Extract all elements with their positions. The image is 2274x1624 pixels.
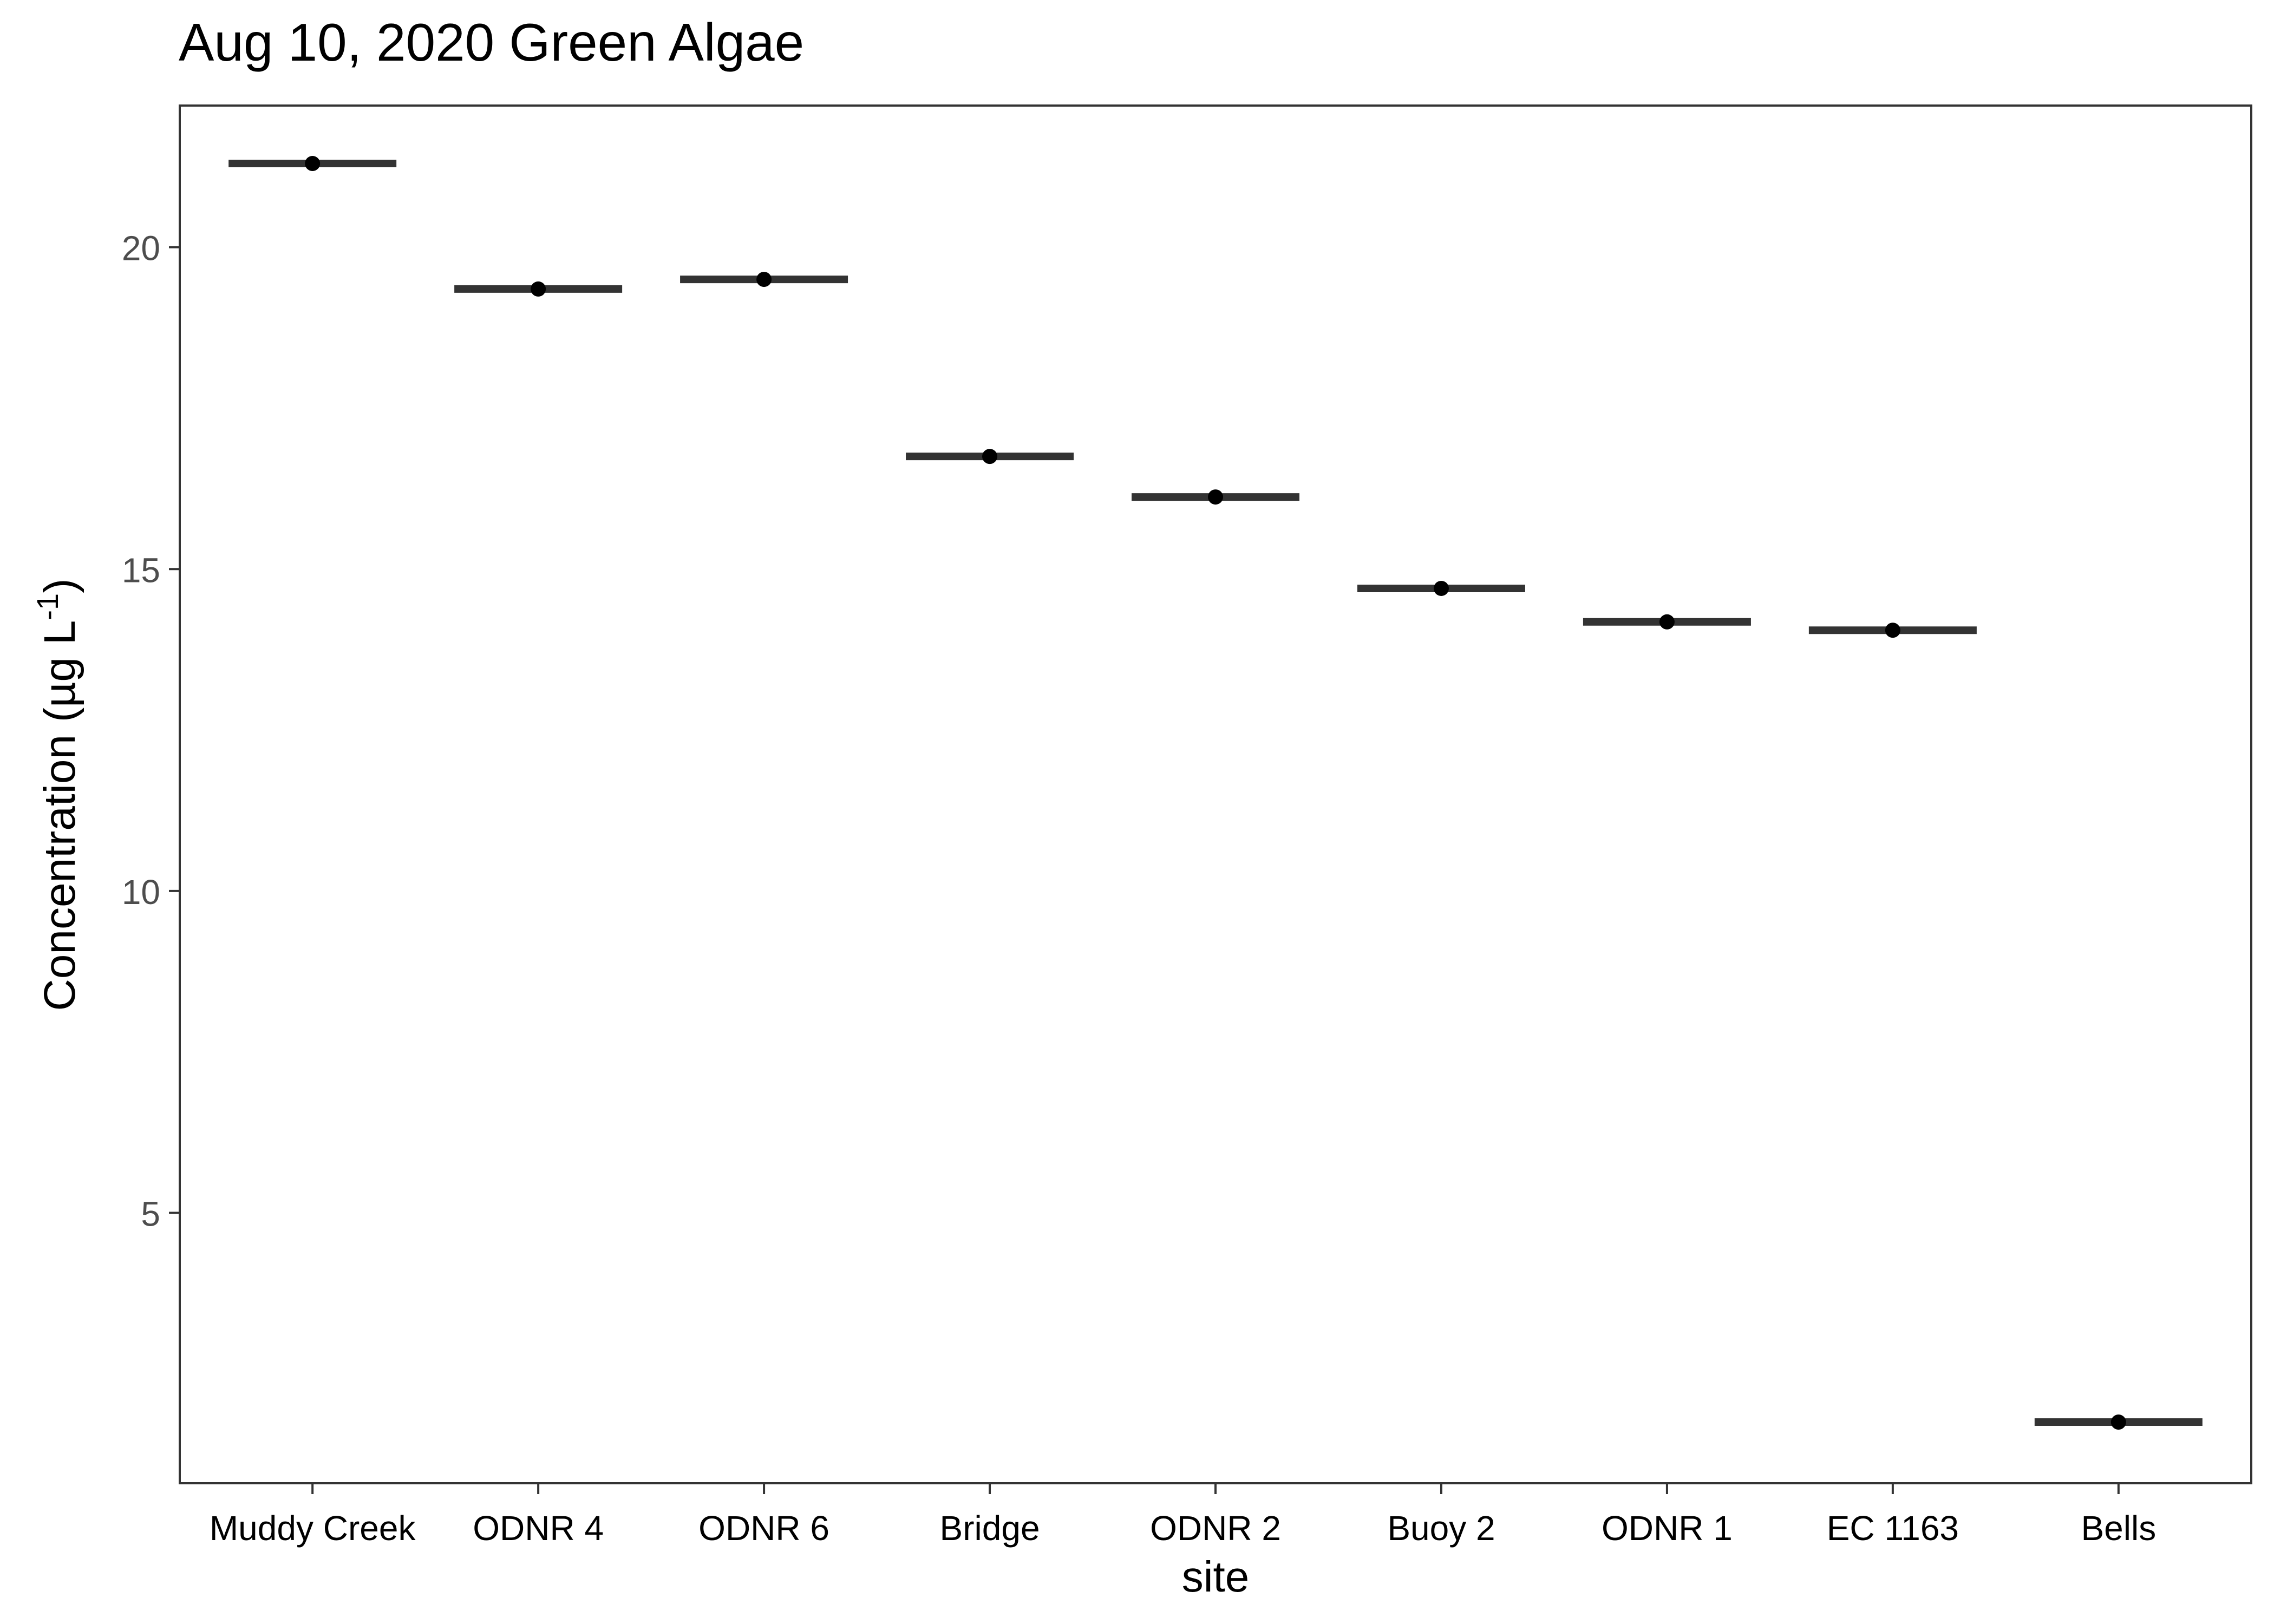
data-point bbox=[756, 272, 772, 287]
x-tick-label: Bells bbox=[2081, 1509, 2156, 1548]
data-point bbox=[1433, 580, 1449, 596]
y-tick-label: 10 bbox=[122, 873, 160, 912]
chart-title: Aug 10, 2020 Green Algae bbox=[179, 12, 804, 72]
y-axis-title-superscript: -1 bbox=[30, 593, 64, 620]
y-tick-label: 20 bbox=[122, 229, 160, 268]
plot-panel bbox=[179, 104, 2252, 1484]
data-point bbox=[982, 449, 998, 464]
x-tick-label: ODNR 4 bbox=[473, 1509, 604, 1548]
data-point bbox=[1208, 489, 1223, 505]
data-point bbox=[305, 156, 321, 172]
y-axis-title-close: ) bbox=[35, 579, 84, 593]
x-tick-label: ODNR 1 bbox=[1602, 1509, 1733, 1548]
x-axis: Muddy Creek ODNR 4 ODNR 6 Bridge ODNR 2 Buoy … bbox=[210, 1483, 2156, 1548]
x-tick-label: Muddy Creek bbox=[210, 1509, 416, 1548]
y-axis: 5 10 15 20 bbox=[122, 229, 180, 1234]
x-tick-label: Bridge bbox=[940, 1509, 1040, 1548]
data-point bbox=[1885, 623, 1900, 638]
data-point bbox=[1659, 614, 1675, 630]
y-tick-label: 5 bbox=[141, 1195, 160, 1234]
x-axis-title: site bbox=[1182, 1553, 1250, 1601]
x-tick-label: ODNR 2 bbox=[1150, 1509, 1281, 1548]
x-tick-label: ODNR 6 bbox=[698, 1509, 829, 1548]
data-point bbox=[531, 281, 546, 297]
data-series bbox=[228, 156, 2203, 1430]
y-tick-label: 15 bbox=[122, 551, 160, 590]
x-tick-label: Buoy 2 bbox=[1387, 1509, 1495, 1548]
y-axis-title: Concentration (µg L-1) bbox=[30, 579, 85, 1011]
x-tick-label: EC 1163 bbox=[1827, 1509, 1959, 1548]
y-axis-title-main: Concentration (µg L bbox=[35, 620, 84, 1011]
data-point bbox=[2110, 1415, 2126, 1430]
